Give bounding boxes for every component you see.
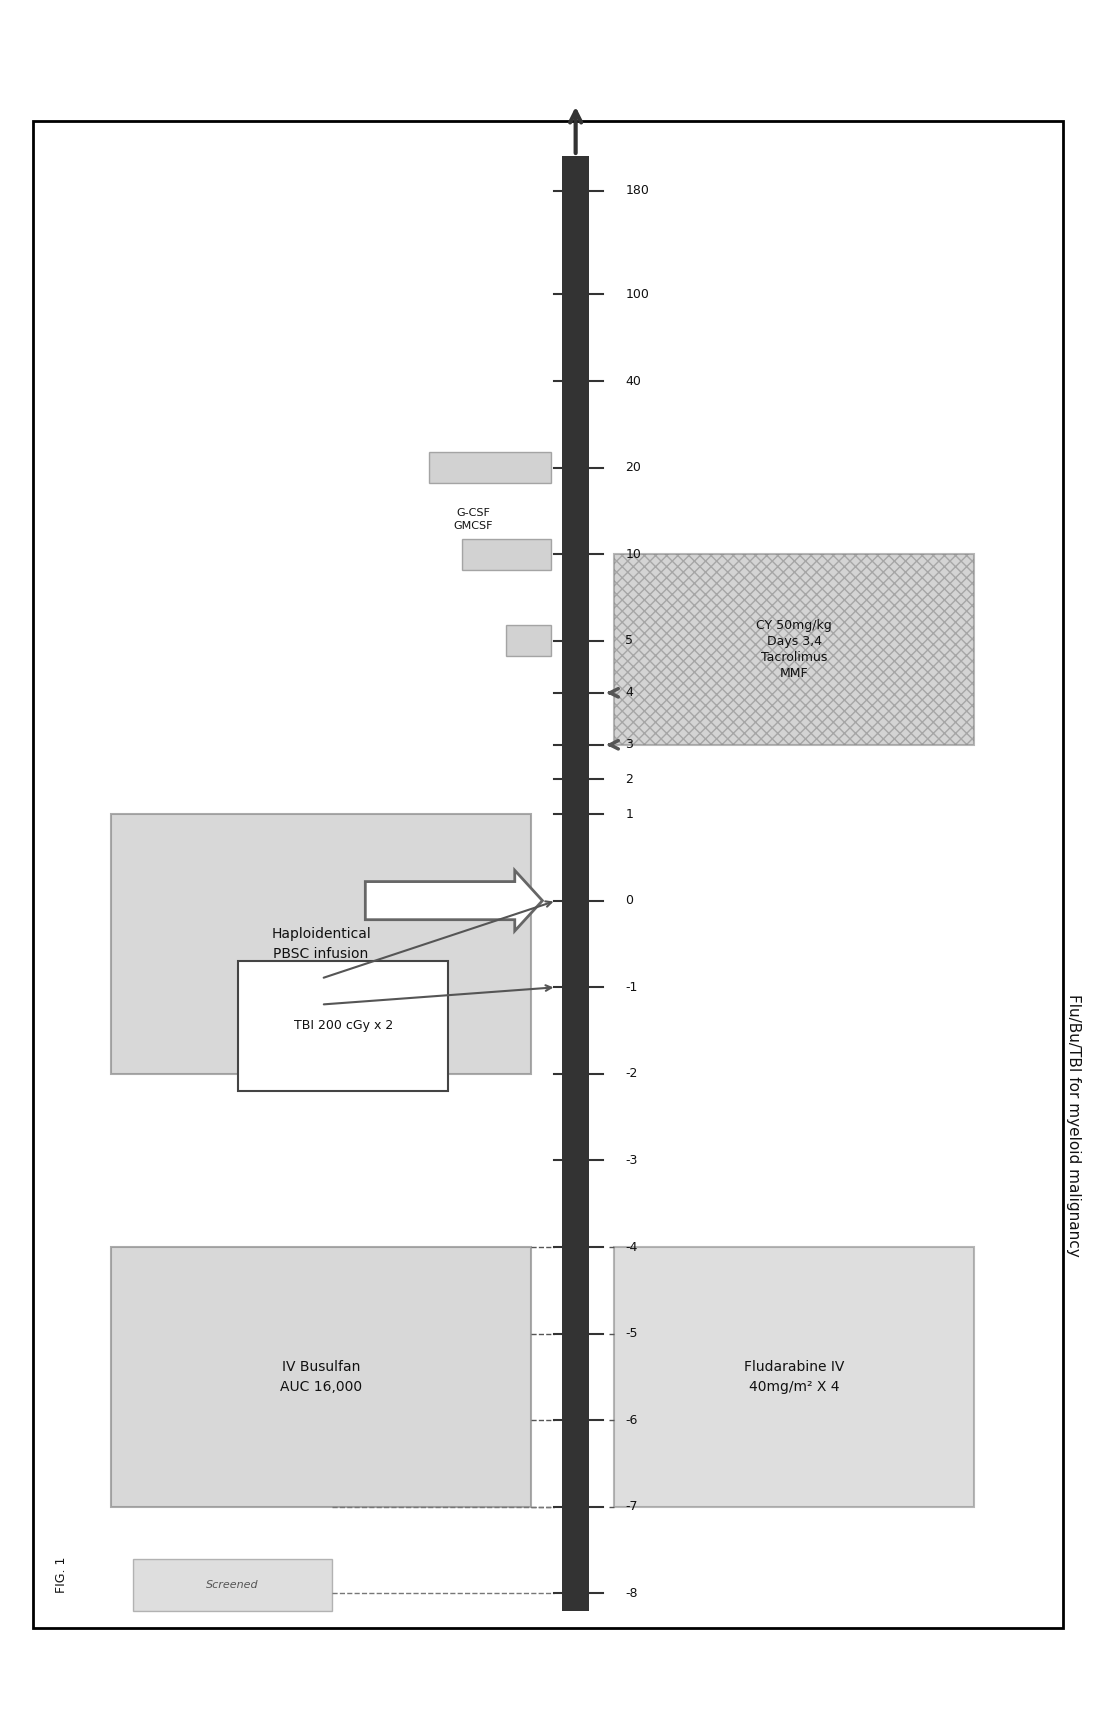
FancyBboxPatch shape: [33, 121, 1063, 1628]
Text: Fludarabine IV
40mg/m² X 4: Fludarabine IV 40mg/m² X 4: [744, 1360, 845, 1394]
Bar: [507, 625, 551, 656]
FancyArrow shape: [365, 871, 542, 932]
Text: 0: 0: [625, 894, 633, 908]
Text: -7: -7: [625, 1500, 638, 1514]
Text: G-CSF
GMCSF: G-CSF GMCSF: [454, 507, 493, 532]
Text: 3: 3: [625, 738, 633, 752]
Text: 2: 2: [625, 772, 633, 786]
Bar: [614, 554, 974, 745]
Text: 1: 1: [625, 807, 633, 821]
Text: -6: -6: [625, 1413, 638, 1427]
Text: -1: -1: [625, 980, 638, 994]
Text: IV Busulfan
AUC 16,000: IV Busulfan AUC 16,000: [280, 1360, 362, 1394]
Text: Haploidentical
PBSC infusion: Haploidentical PBSC infusion: [271, 927, 371, 961]
Text: 4: 4: [625, 686, 633, 700]
Bar: [133, 1559, 332, 1611]
Bar: [111, 814, 531, 1074]
Text: Flu/Bu/TBI for myeloid malignancy: Flu/Bu/TBI for myeloid malignancy: [1066, 994, 1082, 1257]
Bar: [463, 539, 551, 570]
FancyBboxPatch shape: [238, 961, 448, 1091]
Text: -2: -2: [625, 1067, 638, 1081]
Bar: [614, 1247, 974, 1507]
Bar: [111, 1247, 531, 1507]
Text: 40: 40: [625, 374, 641, 388]
Text: 20: 20: [625, 461, 641, 475]
Text: -3: -3: [625, 1154, 638, 1167]
Bar: [430, 452, 551, 483]
Text: -5: -5: [625, 1327, 638, 1341]
Text: 5: 5: [625, 634, 633, 648]
Bar: [562, 156, 590, 1611]
Text: FIG. 1: FIG. 1: [55, 1557, 69, 1593]
Text: 180: 180: [625, 184, 650, 197]
Text: CY 50mg/kg
Days 3,4
Tacrolimus
MMF: CY 50mg/kg Days 3,4 Tacrolimus MMF: [756, 618, 832, 681]
Text: TBI 200 cGy x 2: TBI 200 cGy x 2: [293, 1018, 393, 1032]
Text: -8: -8: [625, 1587, 638, 1600]
Text: 10: 10: [625, 547, 641, 561]
Text: -4: -4: [625, 1240, 638, 1254]
Text: 100: 100: [625, 288, 650, 301]
Text: Screened: Screened: [206, 1580, 259, 1590]
